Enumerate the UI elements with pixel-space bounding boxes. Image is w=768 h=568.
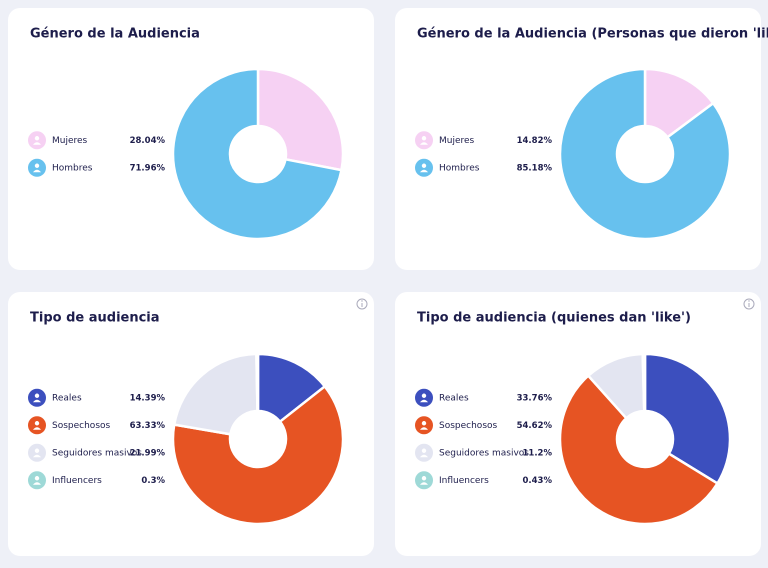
legend-value: 14.82% — [517, 136, 553, 146]
legend-value: 71.96% — [130, 163, 166, 173]
legend-icon-head — [34, 393, 40, 398]
legend-icon-body — [33, 482, 41, 485]
legend-icon-head — [421, 476, 427, 481]
pie-slice — [641, 352, 647, 413]
legend-label: Sospechosos — [439, 421, 498, 431]
legend-icon-head — [34, 136, 40, 141]
legend-label: Hombres — [52, 163, 93, 173]
chart-title: Tipo de audiencia (quienes dan 'like') — [417, 311, 691, 326]
pie-slice — [256, 352, 327, 424]
legend-label: Reales — [439, 393, 469, 403]
legend-item: Reales 14.39% — [28, 388, 166, 407]
pie-slice — [172, 352, 259, 436]
legend-icon-head — [34, 448, 40, 453]
chart-title: Género de la Audiencia — [30, 27, 200, 42]
legend-item: Influencers 0.43% — [415, 471, 553, 490]
pie-slice — [643, 67, 715, 140]
legend-value: 33.76% — [517, 393, 553, 403]
legend-icon-head — [34, 163, 40, 168]
legend-icon-body — [33, 169, 41, 173]
chart-title: Tipo de audiencia — [30, 311, 160, 326]
legend-item: Reales 33.76% — [415, 388, 553, 407]
legend-label: Seguidores masivos — [439, 448, 529, 458]
legend-label: Influencers — [52, 476, 102, 486]
legend-value: 85.18% — [517, 163, 553, 173]
legend-item: Mujeres 14.82% — [415, 131, 553, 150]
legend-icon-body — [420, 427, 428, 430]
legend-label: Seguidores masivos — [52, 448, 142, 458]
legend-value: 11.2% — [523, 448, 553, 458]
legend-label: Mujeres — [439, 136, 475, 146]
legend-value: 28.04% — [130, 136, 166, 146]
legend-label: Influencers — [439, 476, 489, 486]
legend-icon-body — [420, 399, 428, 403]
legend-value: 21.99% — [130, 448, 166, 458]
pie-slice — [643, 352, 732, 486]
info-icon-dot — [361, 300, 363, 302]
legend-label: Hombres — [439, 163, 480, 173]
legend-icon-body — [420, 454, 428, 458]
info-icon — [743, 298, 755, 310]
pie-slice — [171, 384, 345, 526]
legend-icon-head — [421, 163, 427, 168]
legend-icon-body — [420, 142, 428, 145]
legend-icon-head — [421, 136, 427, 141]
legend-item: Hombres 85.18% — [415, 158, 553, 177]
legend-icon-head — [421, 421, 427, 426]
legend-icon-body — [33, 454, 41, 458]
legend-icon-body — [420, 482, 428, 485]
legend-icon-body — [33, 399, 41, 403]
pie-slice — [256, 67, 345, 172]
pie-slice — [255, 352, 260, 413]
pie-slice — [558, 67, 732, 241]
pie-slice — [558, 373, 720, 526]
legend-label: Mujeres — [52, 136, 88, 146]
legend-item: Influencers 0.3% — [28, 471, 165, 490]
legend-item: Hombres 71.96% — [28, 158, 166, 177]
legend-item: Sospechosos 63.33% — [28, 416, 166, 435]
legend-icon-head — [34, 421, 40, 426]
legend-value: 63.33% — [130, 421, 166, 431]
chart-title: Género de la Audiencia (Personas que die… — [417, 27, 768, 42]
legend-icon-body — [33, 142, 41, 145]
legend-value: 54.62% — [517, 421, 553, 431]
legend-value: 0.3% — [141, 476, 165, 486]
legend-value: 14.39% — [130, 393, 166, 403]
legend-label: Sospechosos — [52, 421, 111, 431]
info-icon-dot — [748, 300, 750, 302]
legend-icon-head — [421, 393, 427, 398]
legend-icon-head — [421, 448, 427, 453]
legend-label: Reales — [52, 393, 82, 403]
legend-item: Sospechosos 54.62% — [415, 416, 553, 435]
legend-item: Mujeres 28.04% — [28, 131, 166, 150]
legend-icon-head — [34, 476, 40, 481]
legend-icon-body — [33, 427, 41, 430]
pie-slice — [171, 67, 343, 241]
legend-icon-body — [420, 169, 428, 173]
legend-value: 0.43% — [523, 476, 553, 486]
info-icon — [356, 298, 368, 310]
